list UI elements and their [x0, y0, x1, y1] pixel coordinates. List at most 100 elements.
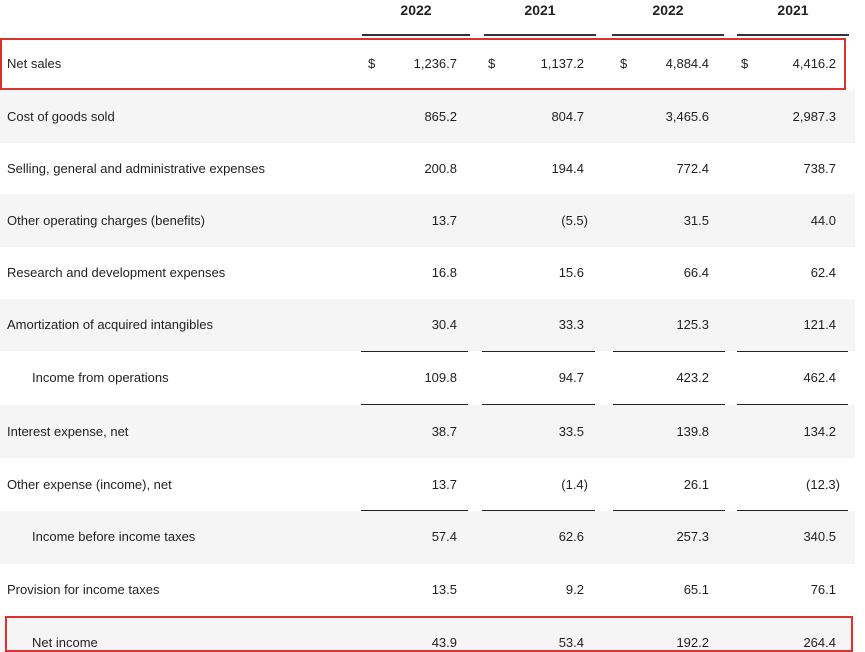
cell-value: 65.1: [683, 582, 709, 597]
cell-value: 423.2: [676, 370, 709, 385]
cell-value: 44.0: [810, 213, 836, 228]
currency-symbol: $: [368, 56, 376, 71]
cell-value: 264.4: [803, 635, 836, 650]
cell-value: 13.5: [431, 582, 457, 597]
cell-value: 772.4: [676, 161, 709, 176]
cell-value: 139.8: [676, 424, 709, 439]
cell-value: 43.9: [431, 635, 457, 650]
cell-value: 340.5: [803, 529, 836, 544]
cell-value: 125.3: [676, 317, 709, 332]
cell-value: 13.7: [431, 213, 457, 228]
cell-value: (1.4): [561, 477, 588, 492]
row-label: Research and development expenses: [7, 265, 226, 280]
header-rule: [737, 34, 849, 36]
cell-value: 13.7: [431, 477, 457, 492]
cell-value: 62.6: [558, 529, 584, 544]
row-label: Income from operations: [32, 370, 169, 385]
cell-value: 1,137.2: [540, 56, 584, 71]
cell-value: 33.3: [558, 317, 584, 332]
cell-value: 865.2: [424, 109, 457, 124]
subtotal-rule: [737, 510, 848, 511]
total-rule: [737, 650, 848, 651]
table-row-provision-for-taxes: Provision for income taxes 13.5 9.2 65.1…: [0, 564, 855, 616]
subtotal-rule: [737, 351, 848, 352]
cell-value: 26.1: [683, 477, 709, 492]
row-label: Provision for income taxes: [7, 582, 160, 597]
subtotal-rule: [613, 351, 725, 352]
cell-value: 257.3: [676, 529, 709, 544]
table-row-sga-expenses: Selling, general and administrative expe…: [0, 143, 855, 194]
table-row-other-expense: Other expense (income), net 13.7 (1.4) 2…: [0, 458, 855, 510]
cell-value: 121.4: [803, 317, 836, 332]
table-header: 2022 2021 2022 2021: [0, 0, 865, 36]
table-row-other-operating-charges: Other operating charges (benefits) 13.7 …: [0, 194, 855, 247]
cell-value: 194.4: [551, 161, 584, 176]
cell-value: 38.7: [431, 424, 457, 439]
cell-value: 33.5: [558, 424, 584, 439]
cell-value: 76.1: [810, 582, 836, 597]
total-rule: [482, 650, 595, 651]
table-row-income-from-operations: Income from operations 109.8 94.7 423.2 …: [0, 352, 855, 404]
cell-value: (12.3): [806, 477, 840, 492]
cell-value: 804.7: [551, 109, 584, 124]
cell-value: 31.5: [683, 213, 709, 228]
row-label: Cost of goods sold: [7, 109, 115, 124]
cell-value: 57.4: [431, 529, 457, 544]
cell-value: 30.4: [431, 317, 457, 332]
currency-symbol: $: [741, 56, 749, 71]
column-header-q-2022: 2022: [400, 2, 432, 18]
cell-value: 66.4: [683, 265, 709, 280]
header-rule: [362, 34, 470, 36]
cell-value: 1,236.7: [413, 56, 457, 71]
column-header-ytd-2021: 2021: [777, 2, 809, 18]
subtotal-rule: [613, 404, 725, 405]
table-row-cost-of-goods-sold: Cost of goods sold 865.2 804.7 3,465.6 2…: [0, 90, 855, 143]
row-label: Selling, general and administrative expe…: [7, 161, 265, 176]
total-rule: [613, 650, 725, 651]
cell-value: 16.8: [431, 265, 457, 280]
table-row-amortization: Amortization of acquired intangibles 30.…: [0, 299, 855, 351]
cell-value: 134.2: [803, 424, 836, 439]
total-rule: [361, 650, 468, 651]
subtotal-rule: [482, 351, 595, 352]
cell-value: 200.8: [424, 161, 457, 176]
subtotal-rule: [482, 510, 595, 511]
subtotal-rule: [361, 510, 468, 511]
cell-value: 2,987.3: [792, 109, 836, 124]
cell-value: (5.5): [561, 213, 588, 228]
header-rule: [612, 34, 724, 36]
header-rule: [484, 34, 596, 36]
cell-value: 15.6: [558, 265, 584, 280]
table-row-interest-expense: Interest expense, net 38.7 33.5 139.8 13…: [0, 405, 855, 458]
subtotal-rule: [361, 404, 468, 405]
cell-value: 4,884.4: [665, 56, 709, 71]
cell-value: 192.2: [676, 635, 709, 650]
column-header-ytd-2022: 2022: [652, 2, 684, 18]
row-label: Income before income taxes: [32, 529, 196, 544]
row-label: Other expense (income), net: [7, 477, 172, 492]
cell-value: 4,416.2: [792, 56, 836, 71]
cell-value: 738.7: [803, 161, 836, 176]
cell-value: 9.2: [565, 582, 584, 597]
subtotal-rule: [361, 351, 468, 352]
currency-symbol: $: [620, 56, 628, 71]
cell-value: 94.7: [558, 370, 584, 385]
table-row-net-income: Net income 43.9 53.4 192.2 264.4: [0, 616, 855, 652]
cell-value: 109.8: [424, 370, 457, 385]
cell-value: 62.4: [810, 265, 836, 280]
row-label: Net income: [32, 635, 98, 650]
table-row-net-sales: Net sales $ 1,236.7 $ 1,137.2 $ 4,884.4 …: [0, 38, 855, 90]
table-row-income-before-taxes: Income before income taxes 57.4 62.6 257…: [0, 511, 855, 564]
row-label: Other operating charges (benefits): [7, 213, 205, 228]
cell-value: 53.4: [558, 635, 584, 650]
column-header-q-2021: 2021: [524, 2, 556, 18]
subtotal-rule: [737, 404, 848, 405]
table-row-rnd-expenses: Research and development expenses 16.8 1…: [0, 247, 855, 299]
currency-symbol: $: [488, 56, 496, 71]
row-label: Interest expense, net: [7, 424, 129, 439]
row-label: Amortization of acquired intangibles: [7, 317, 213, 332]
row-label: Net sales: [7, 56, 62, 71]
cell-value: 3,465.6: [665, 109, 709, 124]
subtotal-rule: [613, 510, 725, 511]
